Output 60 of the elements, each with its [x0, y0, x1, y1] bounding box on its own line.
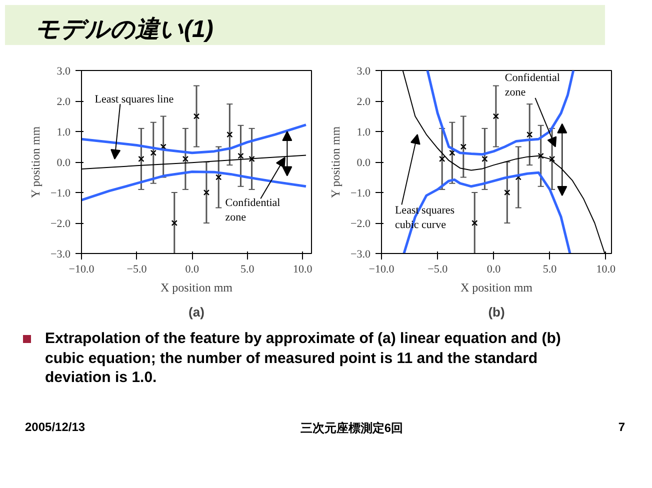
- text: (b): [488, 304, 505, 320]
- point: [248, 156, 255, 162]
- y-axis-title: Y position mm: [28, 126, 43, 198]
- y-tick-label: 3.0: [356, 66, 371, 78]
- x-tick-label: 10.0: [293, 264, 313, 276]
- point: [182, 156, 189, 162]
- text: (a): [188, 304, 204, 320]
- point: [238, 152, 244, 159]
- text: 2005/12/13: [25, 420, 86, 436]
- point: [203, 189, 210, 196]
- y-tick-label: −3.0: [50, 248, 71, 260]
- y-tick-label: 1.0: [356, 126, 371, 138]
- y-tick-label: −3.0: [350, 248, 371, 260]
- point: [538, 152, 544, 159]
- point: [460, 144, 466, 150]
- x-tick-label: 0.0: [486, 264, 502, 276]
- text: モデルの違い(1): [5, 5, 605, 45]
- x-tick-label: −5.0: [126, 264, 148, 276]
- y-axis-title: Y position mm: [328, 126, 343, 198]
- point: [482, 156, 488, 162]
- point: [171, 220, 178, 226]
- point: [504, 189, 510, 196]
- line-series: [426, 70, 575, 156]
- y-tick-label: −2.0: [350, 218, 371, 230]
- annotation: Confidential zone: [225, 197, 280, 224]
- point: [150, 150, 156, 156]
- line-series: [82, 124, 308, 154]
- point: [193, 113, 200, 120]
- x-axis-title: X position mm: [460, 280, 534, 294]
- x-tick-label: 0.0: [185, 264, 200, 276]
- point: [216, 174, 222, 180]
- y-tick-label: 2.0: [356, 96, 371, 108]
- point: [526, 131, 533, 138]
- x-tick-label: 10.0: [596, 264, 616, 276]
- y-tick-label: 2.0: [56, 96, 71, 108]
- point: [548, 156, 556, 162]
- y-tick-label: 1.0: [56, 126, 71, 138]
- annotation: Confidential zone: [504, 72, 560, 98]
- y-tick-label: −1.0: [350, 188, 371, 200]
- y-tick-label: 0.0: [356, 157, 371, 169]
- point: [472, 220, 478, 226]
- x-axis-title: X position mm: [160, 280, 234, 294]
- point: [226, 131, 233, 138]
- x-tick-label: −5.0: [428, 264, 448, 276]
- point: [492, 113, 500, 120]
- text: 三次元座標測定6回: [300, 420, 404, 437]
- annotation: Least squares line: [94, 93, 174, 106]
- y-tick-label: 0.0: [56, 157, 71, 169]
- x-tick-label: 5.0: [240, 264, 255, 276]
- x-tick-label: −10.0: [368, 264, 395, 276]
- x-tick-label: 5.0: [542, 264, 558, 276]
- point: [439, 156, 446, 162]
- y-tick-label: −2.0: [50, 218, 71, 230]
- y-tick-label: −1.0: [50, 188, 71, 200]
- text: Extrapolation of the feature by approximate of (a) linear equation and (b) cubic equation; the number of measured point is 11 and the standard deviation is 1.0.: [44, 329, 562, 388]
- y-tick-label: 3.0: [56, 66, 71, 78]
- point: [138, 156, 144, 162]
- point: [449, 150, 456, 156]
- text: 7: [618, 420, 625, 436]
- x-tick-label: −10.0: [68, 264, 95, 276]
